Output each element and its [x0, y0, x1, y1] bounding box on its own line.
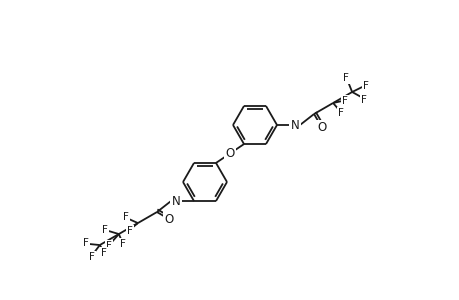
Text: N: N [290, 118, 299, 131]
Text: F: F [123, 212, 129, 222]
Text: F: F [127, 226, 133, 236]
Text: O: O [317, 122, 326, 134]
Text: O: O [164, 213, 174, 226]
Text: F: F [342, 73, 348, 83]
Text: O: O [225, 147, 234, 160]
Text: F: F [360, 95, 366, 105]
Text: F: F [89, 252, 95, 262]
Text: N: N [171, 195, 180, 208]
Text: F: F [106, 241, 112, 251]
Text: F: F [101, 248, 106, 258]
Text: F: F [102, 225, 107, 235]
Text: F: F [337, 108, 343, 118]
Text: F: F [83, 238, 89, 248]
Text: F: F [341, 96, 347, 106]
Text: F: F [363, 81, 368, 91]
Text: F: F [120, 239, 125, 249]
